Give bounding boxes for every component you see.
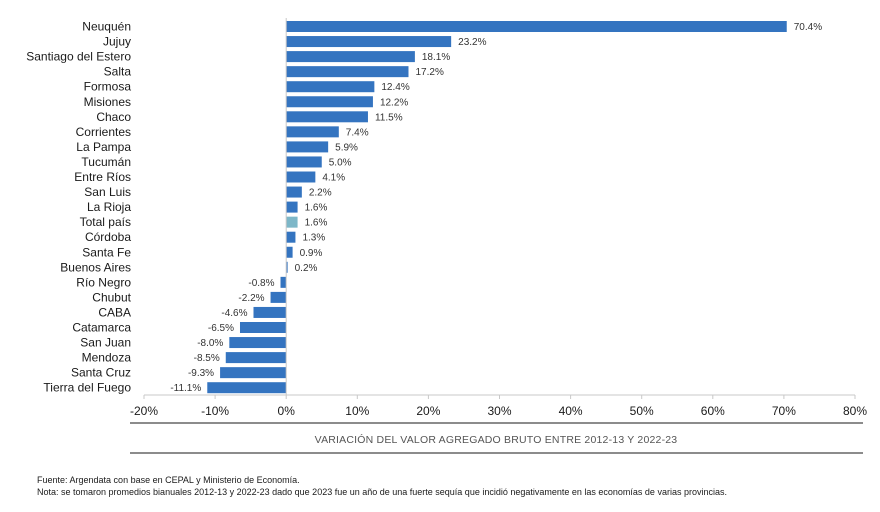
value-label-buenos-aires: 0.2% <box>295 263 318 274</box>
category-label-neuquen: Neuquén <box>82 20 131 34</box>
bar-santiago-del-estero <box>286 51 415 63</box>
category-label-formosa: Formosa <box>84 80 132 94</box>
bar-santa-cruz <box>220 367 287 379</box>
footnotes: Fuente: Argendata con base en CEPAL y Mi… <box>37 474 727 498</box>
value-label-neuquen: 70.4% <box>794 22 822 33</box>
value-label-corrientes: 7.4% <box>346 127 369 138</box>
value-label-santa-fe: 0.9% <box>300 248 323 259</box>
value-label-caba: -4.6% <box>221 308 247 319</box>
category-label-tierra-del-fuego: Tierra del Fuego <box>43 381 131 395</box>
bar-tierra-del-fuego <box>207 382 287 394</box>
bar-buenos-aires <box>286 261 288 273</box>
value-label-santa-cruz: -9.3% <box>188 368 214 379</box>
value-label-san-juan: -8.0% <box>197 338 223 349</box>
x-tick-label: 0% <box>278 404 296 418</box>
bar-chart: Neuquén 70.4% Jujuy 23.2% Santiago del Ester… <box>26 18 867 454</box>
category-label-caba: CABA <box>98 305 131 319</box>
bar-corrientes <box>286 126 339 138</box>
value-label-chaco: 11.5% <box>375 112 403 123</box>
value-label-cordoba: 1.3% <box>302 233 325 244</box>
x-tick-label: 40% <box>559 404 583 418</box>
category-label-santiago-del-estero: Santiago del Estero <box>26 50 131 64</box>
x-tick-label: 70% <box>772 404 796 418</box>
x-tick-label: 20% <box>416 404 440 418</box>
bars: Neuquén 70.4% Jujuy 23.2% Santiago del Ester… <box>26 18 822 395</box>
value-label-chubut: -2.2% <box>238 293 264 304</box>
bar-chaco <box>286 111 368 123</box>
bar-formosa <box>286 81 375 93</box>
x-axis: -20% -10% 0% 10% 20% 30% 40% 50% 60% 70% 80% <box>130 394 867 418</box>
methodology-note: Nota: se tomaron promedios bianuales 201… <box>37 487 727 497</box>
category-label-la-pampa: La Pampa <box>76 140 131 154</box>
x-tick-label: 80% <box>843 404 867 418</box>
value-label-san-luis: 2.2% <box>309 188 332 199</box>
category-label-san-juan: San Juan <box>80 336 131 350</box>
category-label-chaco: Chaco <box>96 110 131 124</box>
category-label-total-pais: Total país <box>80 215 131 229</box>
value-label-salta: 17.2% <box>415 67 443 78</box>
value-label-formosa: 12.4% <box>381 82 409 93</box>
category-label-santa-fe: Santa Fe <box>82 245 131 259</box>
x-axis-title: VARIACIÓN DEL VALOR AGREGADO BRUTO ENTRE… <box>315 433 678 446</box>
bar-mendoza <box>225 352 287 364</box>
bar-catamarca <box>239 322 287 333</box>
category-label-cordoba: Córdoba <box>85 230 131 244</box>
bar-tucuman <box>286 156 322 168</box>
category-label-la-rioja: La Rioja <box>87 200 131 214</box>
value-label-la-pampa: 5.9% <box>335 142 358 153</box>
bar-caba <box>253 306 287 318</box>
category-label-misiones: Misiones <box>84 95 131 109</box>
value-label-misiones: 12.2% <box>380 97 408 108</box>
x-tick-label: -10% <box>201 404 229 418</box>
category-label-jujuy: Jujuy <box>103 35 131 49</box>
bar-santa-fe <box>286 246 293 258</box>
bar-cordoba <box>286 231 296 243</box>
category-label-mendoza: Mendoza <box>82 351 132 365</box>
value-label-la-rioja: 1.6% <box>305 203 328 214</box>
bar-misiones <box>286 96 373 108</box>
bar-jujuy <box>286 36 452 48</box>
bar-entre-rios <box>286 171 316 183</box>
x-tick-label: 50% <box>630 404 654 418</box>
bar-salta <box>286 66 409 78</box>
bar-san-juan <box>229 337 287 349</box>
value-label-rio-negro: -0.8% <box>248 278 274 289</box>
value-label-catamarca: -6.5% <box>208 323 234 334</box>
x-tick-label: 60% <box>701 404 725 418</box>
bar-rio-negro <box>280 276 287 288</box>
bar-chubut <box>270 291 287 303</box>
value-label-mendoza: -8.5% <box>194 353 220 364</box>
value-label-tucuman: 5.0% <box>329 157 352 168</box>
value-label-entre-rios: 4.1% <box>322 173 345 184</box>
category-label-tucuman: Tucumán <box>81 155 131 169</box>
x-tick-label: 30% <box>487 404 511 418</box>
bar-la-rioja <box>286 201 298 213</box>
bar-la-pampa <box>286 141 329 153</box>
category-label-santa-cruz: Santa Cruz <box>71 366 131 380</box>
category-label-salta: Salta <box>104 65 132 79</box>
category-label-corrientes: Corrientes <box>76 125 131 139</box>
value-label-jujuy: 23.2% <box>458 37 486 48</box>
x-tick-label: -20% <box>130 404 158 418</box>
category-label-buenos-aires: Buenos Aires <box>60 260 131 274</box>
category-label-entre-rios: Entre Ríos <box>74 170 131 184</box>
bar-total-pais <box>286 216 298 228</box>
value-label-tierra-del-fuego: -11.1% <box>170 383 201 394</box>
category-label-rio-negro: Río Negro <box>76 275 131 289</box>
x-tick-label: 10% <box>345 404 369 418</box>
value-label-santiago-del-estero: 18.1% <box>422 52 450 63</box>
bar-san-luis <box>286 186 302 198</box>
category-label-catamarca: Catamarca <box>72 321 131 335</box>
category-label-chubut: Chubut <box>92 290 131 304</box>
category-label-san-luis: San Luis <box>84 185 131 199</box>
value-label-total-pais: 1.6% <box>305 218 328 229</box>
bar-neuquen <box>286 21 787 32</box>
source-note: Fuente: Argendata con base en CEPAL y Mi… <box>37 475 300 485</box>
